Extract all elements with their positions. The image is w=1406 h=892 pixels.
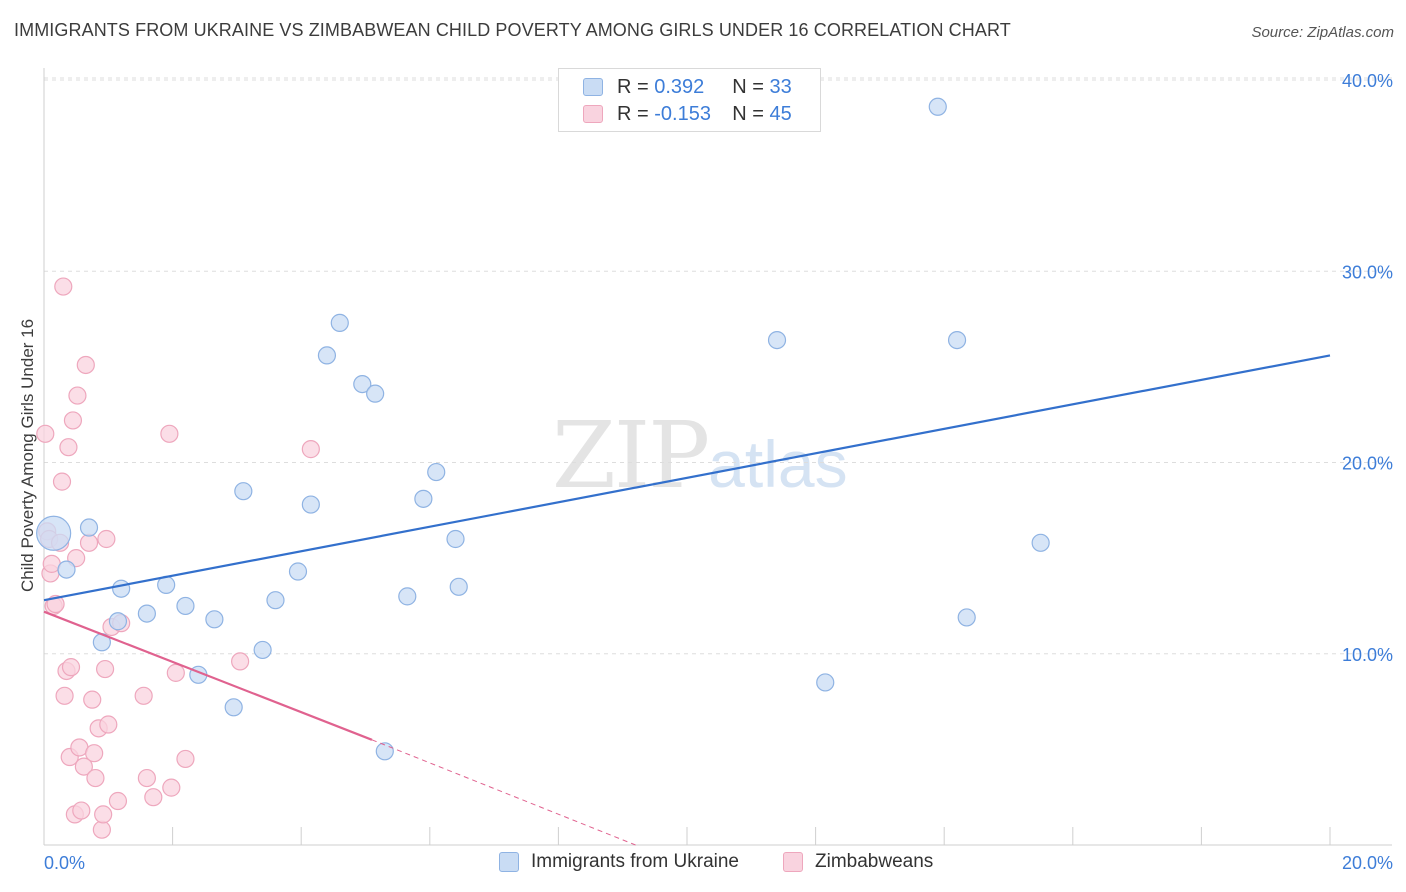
zimbabweans-point <box>160 424 179 443</box>
zimbabweans-point <box>137 768 156 788</box>
zimbabweans-trend-line <box>43 610 373 741</box>
legend-r-value: -0.153 <box>654 102 711 125</box>
legend-r-label: R = <box>617 102 649 125</box>
ukraine-point <box>176 596 195 616</box>
zimbabweans-point <box>72 801 91 820</box>
zimbabweans-point <box>134 686 153 705</box>
ukraine-point <box>36 515 72 551</box>
zimbabweans-point <box>74 757 93 776</box>
y-tick-label: 40.0% <box>1342 71 1393 91</box>
legend-row-ukraine: R = 0.392 N = 33 <box>559 73 792 101</box>
ukraine-point <box>767 331 787 350</box>
ukraine-point <box>353 374 372 394</box>
ukraine-point <box>301 495 320 514</box>
zimbabweans-point <box>54 277 73 296</box>
ukraine-point <box>205 610 224 629</box>
ukraine-point <box>79 518 99 537</box>
ukraine-trend-line <box>43 354 1331 602</box>
zimbabweans-point <box>94 805 113 824</box>
ukraine-point <box>108 612 128 631</box>
zimbabweans-point <box>68 386 87 405</box>
ukraine-point <box>957 608 976 627</box>
watermark-zip: ZIP <box>552 402 710 509</box>
legend-swatch-ukraine <box>499 852 519 872</box>
zimbabweans-point <box>97 529 116 549</box>
legend-r-label: R = <box>617 75 649 98</box>
ukraine-point <box>234 482 253 501</box>
zimbabweans-point <box>108 791 128 811</box>
watermark-atlas: atlas <box>708 427 848 501</box>
ukraine-point <box>446 529 465 549</box>
series-legend: Immigrants from Ukraine Zimbabweans <box>0 851 1406 879</box>
legend-row-zimbabweans: R = -0.153 N = 45 <box>559 100 792 128</box>
x-tick-label: 20.0% <box>1342 853 1393 873</box>
ukraine-point <box>947 331 967 350</box>
zimbabweans-point <box>52 472 72 491</box>
ukraine-point <box>317 346 337 365</box>
chart-title: IMMIGRANTS FROM UKRAINE VS ZIMBABWEAN CH… <box>14 20 1011 40</box>
zimbabweans-point <box>95 659 115 679</box>
zimbabweans-point <box>83 690 102 709</box>
legend-item-ukraine[interactable]: Immigrants from Ukraine <box>499 851 739 873</box>
zimbabweans-point <box>231 652 250 671</box>
legend-n-label: N = <box>732 75 764 98</box>
ukraine-point <box>928 97 947 116</box>
ukraine-point <box>1031 533 1050 552</box>
legend-label-ukraine: Immigrants from Ukraine <box>531 851 739 872</box>
zimbabweans-point <box>162 778 181 797</box>
legend-swatch-ukraine <box>583 78 603 96</box>
ukraine-point <box>427 462 446 482</box>
ukraine-point <box>137 604 156 623</box>
ukraine-point <box>253 640 272 660</box>
legend-n-value: 45 <box>769 102 792 125</box>
ukraine-point <box>366 384 385 403</box>
zimbabweans-point <box>85 744 104 763</box>
zimbabweans-trend-extension <box>371 739 636 846</box>
ukraine-point <box>816 673 835 692</box>
x-tick-label: 0.0% <box>44 853 85 873</box>
zimbabweans-point <box>63 411 83 430</box>
zimbabweans-point <box>166 663 185 682</box>
ukraine-point <box>288 562 308 581</box>
zimbabweans-point <box>301 440 320 459</box>
zimbabweans-point <box>59 438 78 457</box>
zimbabweans-point <box>176 749 195 769</box>
y-tick-label: 10.0% <box>1342 645 1393 665</box>
ukraine-point <box>414 489 433 508</box>
zimbabweans-point <box>36 424 55 443</box>
y-tick-label: 20.0% <box>1342 454 1393 474</box>
zimbabweans-point <box>76 355 95 375</box>
legend-n-value: 33 <box>769 75 792 98</box>
zimbabweans-point <box>99 715 118 734</box>
legend-item-zimbabweans[interactable]: Zimbabweans <box>783 851 933 873</box>
y-axis-label: Child Poverty Among Girls Under 16 <box>18 318 37 592</box>
ukraine-point <box>224 698 243 717</box>
zimbabweans-point <box>86 768 105 788</box>
legend-swatch-zimbabweans <box>583 105 603 123</box>
zimbabweans-point <box>61 658 81 677</box>
legend-label-zimbabweans: Zimbabweans <box>815 851 934 872</box>
watermark: ZIPatlas <box>552 402 848 509</box>
correlation-legend: R = 0.392 N = 33 R = -0.153 N = 45 <box>558 68 821 132</box>
ukraine-point <box>330 313 349 332</box>
legend-swatch-zimbabweans <box>783 852 803 872</box>
ukraine-point <box>449 577 468 596</box>
ukraine-point <box>112 579 131 598</box>
ukraine-point <box>266 591 285 610</box>
source-credit: Source: ZipAtlas.com <box>1251 24 1394 41</box>
zimbabweans-point <box>144 788 163 807</box>
zimbabweans-point <box>79 533 99 552</box>
y-tick-label: 30.0% <box>1342 262 1393 282</box>
ukraine-point <box>57 560 76 579</box>
zimbabweans-point <box>55 686 74 705</box>
legend-n-label: N = <box>732 102 764 125</box>
legend-r-value: 0.392 <box>654 75 705 98</box>
ukraine-point <box>398 587 417 606</box>
zimbabweans-point <box>92 820 111 839</box>
